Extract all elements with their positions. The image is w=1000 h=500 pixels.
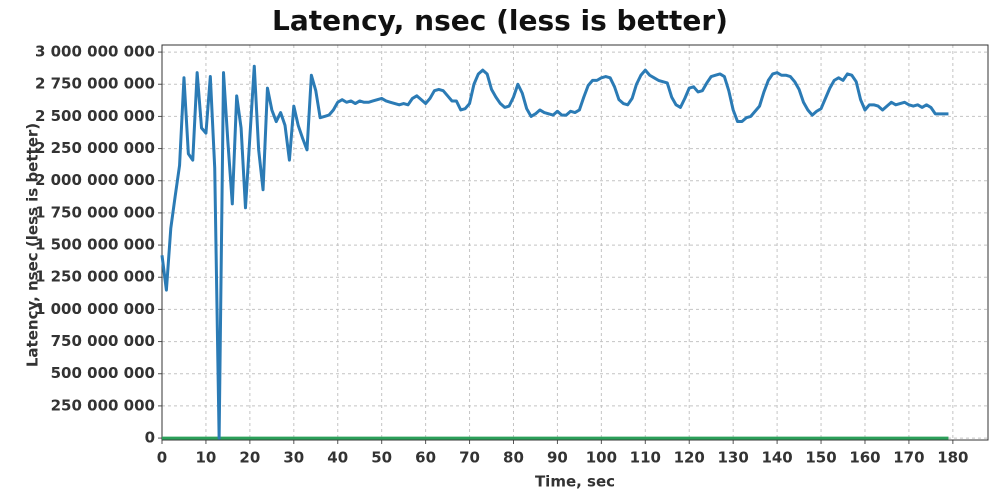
- y-tick-label: 750 000 000: [51, 332, 155, 350]
- x-tick-label: 20: [239, 449, 260, 467]
- x-tick-label: 170: [893, 449, 924, 467]
- y-tick-label: 1 250 000 000: [35, 268, 155, 286]
- y-tick-label: 1 500 000 000: [35, 236, 155, 254]
- plot-frame: [161, 44, 989, 441]
- x-tick-label: 100: [586, 449, 617, 467]
- y-axis-label: Latency, nsec (less is better): [24, 123, 42, 367]
- x-axis-label: Time, sec: [535, 473, 615, 491]
- y-tick-label: 250 000 000: [51, 396, 155, 414]
- y-tick-label: 2 250 000 000: [35, 139, 155, 157]
- x-tick-label: 0: [157, 449, 167, 467]
- y-tick-label: 0: [145, 429, 155, 447]
- y-tick-label: 1 750 000 000: [35, 203, 155, 221]
- chart-title: Latency, nsec (less is better): [272, 4, 728, 37]
- x-tick-label: 60: [415, 449, 436, 467]
- x-tick-label: 30: [283, 449, 304, 467]
- x-tick-label: 160: [849, 449, 880, 467]
- x-tick-label: 130: [718, 449, 749, 467]
- x-tick-label: 70: [459, 449, 480, 467]
- y-tick-label: 2 750 000 000: [35, 75, 155, 93]
- data-line: [160, 64, 949, 440]
- x-tick-label: 40: [327, 449, 348, 467]
- y-tick-label: 3 000 000 000: [35, 43, 155, 61]
- x-tick-label: 120: [674, 449, 705, 467]
- x-tick-label: 90: [547, 449, 568, 467]
- y-tick-label: 1 000 000 000: [35, 300, 155, 318]
- x-tick-label: 80: [503, 449, 524, 467]
- y-tick-label: 2 000 000 000: [35, 171, 155, 189]
- x-tick-label: 10: [195, 449, 216, 467]
- x-tick-label: 50: [371, 449, 392, 467]
- y-tick-label: 2 500 000 000: [35, 107, 155, 125]
- x-tick-label: 150: [805, 449, 836, 467]
- x-tick-label: 110: [630, 449, 661, 467]
- y-tick-label: 500 000 000: [51, 364, 155, 382]
- x-tick-label: 140: [761, 449, 792, 467]
- x-tick-label: 180: [937, 449, 968, 467]
